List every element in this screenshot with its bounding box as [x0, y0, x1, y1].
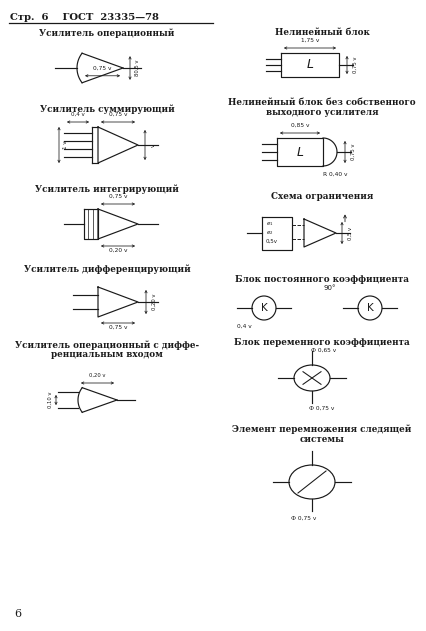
Text: Схема ограничения: Схема ограничения	[270, 192, 372, 201]
Text: 0,85 v: 0,85 v	[290, 123, 308, 128]
Text: Ф 0,75 v: Ф 0,75 v	[291, 516, 316, 521]
Text: 0,75 v: 0,75 v	[109, 325, 127, 330]
Text: выходного усилителя: выходного усилителя	[265, 108, 377, 117]
Text: 0,10 v: 0,10 v	[47, 392, 52, 408]
Text: 0,4 v: 0,4 v	[236, 324, 251, 329]
Text: Блок постоянного коэффициента: Блок постоянного коэффициента	[234, 275, 408, 284]
Text: Ф 0,65 v: Ф 0,65 v	[311, 348, 336, 353]
Text: ренциальным входом: ренциальным входом	[51, 350, 163, 359]
Text: $e_2$: $e_2$	[265, 229, 273, 237]
Text: Блок переменного коэффициента: Блок переменного коэффициента	[233, 338, 409, 347]
Text: Элемент перемножения следящей: Элемент перемножения следящей	[232, 425, 411, 435]
Text: 0,5v: 0,5v	[265, 239, 277, 244]
Text: v: v	[151, 143, 155, 146]
Text: 0,75 v: 0,75 v	[109, 194, 127, 199]
Text: 0,20 v: 0,20 v	[89, 373, 106, 378]
Text: Усилитель дифференцирующий: Усилитель дифференцирующий	[23, 265, 190, 274]
Text: 80,5 v: 80,5 v	[135, 60, 140, 76]
Text: Нелинейный блок: Нелинейный блок	[274, 28, 368, 37]
Text: 0,5 v: 0,5 v	[347, 227, 352, 240]
Text: 0,75 v: 0,75 v	[93, 66, 112, 71]
Text: R 0,40 v: R 0,40 v	[322, 172, 346, 177]
Text: Ф 0,75 v: Ф 0,75 v	[308, 406, 334, 411]
Text: 0,4 v: 0,4 v	[71, 112, 85, 117]
Text: Усилитель интегрирующий: Усилитель интегрирующий	[35, 185, 178, 194]
Text: 0,20 v: 0,20 v	[109, 248, 127, 253]
Text: 90°: 90°	[323, 285, 335, 291]
Text: L: L	[306, 59, 313, 71]
Text: $e_1$: $e_1$	[265, 220, 273, 228]
Text: Усилитель суммирующий: Усилитель суммирующий	[40, 105, 174, 114]
Text: Нелинейный блок без собственного: Нелинейный блок без собственного	[227, 98, 415, 107]
Text: 1 v: 1 v	[63, 141, 68, 150]
Text: K: K	[366, 303, 372, 313]
Text: 0,75 v: 0,75 v	[352, 57, 357, 73]
Text: Усилитель операционный с диффе-: Усилитель операционный с диффе-	[15, 340, 199, 350]
Text: 1,75 v: 1,75 v	[300, 38, 319, 43]
Text: K: K	[260, 303, 267, 313]
Text: системы: системы	[299, 435, 344, 444]
Text: L: L	[296, 146, 303, 158]
Text: 0,20 v: 0,20 v	[152, 294, 157, 310]
Text: 6: 6	[14, 609, 21, 619]
Text: 0,75 v: 0,75 v	[350, 144, 355, 160]
Text: 0,75 v: 0,75 v	[109, 112, 127, 117]
Text: Усилитель операционный: Усилитель операционный	[39, 28, 174, 37]
Text: Стр.  6    ГОСТ  23335—78: Стр. 6 ГОСТ 23335—78	[10, 13, 158, 22]
